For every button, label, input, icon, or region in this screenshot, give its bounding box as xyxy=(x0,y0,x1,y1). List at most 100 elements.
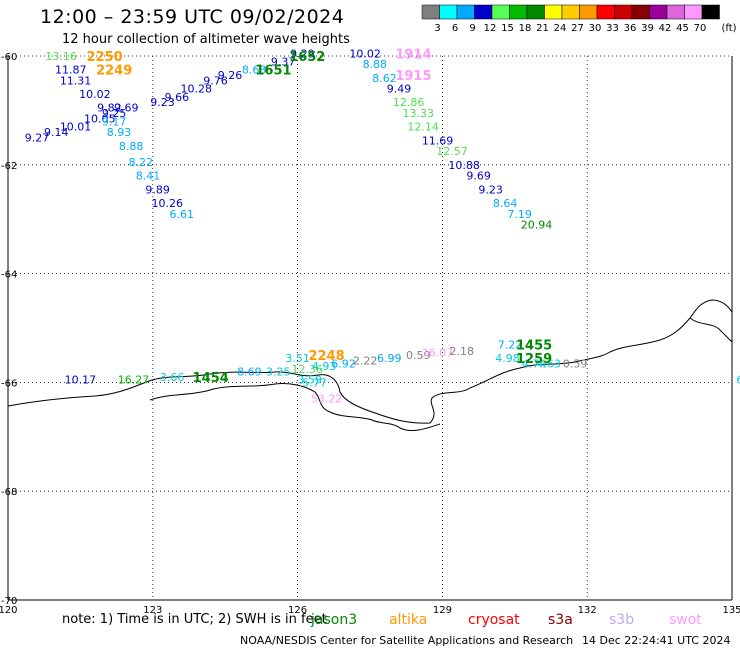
scale-swatch xyxy=(701,4,720,20)
coastline-inner xyxy=(149,383,441,431)
pass-time-label: 1454 xyxy=(193,371,229,386)
wave-height-label: 8.93 xyxy=(107,126,132,139)
scale-label: 33 xyxy=(606,23,619,34)
wave-height-label: 2.18 xyxy=(449,345,474,358)
legend-cryosat: cryosat xyxy=(468,612,520,628)
wave-height-label: 8.22 xyxy=(128,156,153,169)
scale-label: 3 xyxy=(434,23,440,34)
y-tick-label: -60 xyxy=(1,52,17,63)
pass-time-label: 2248 xyxy=(308,349,344,364)
timestamp-text: 14 Dec 22:24:41 UTC 2024 xyxy=(582,634,731,647)
wave-height-label: 9.89 xyxy=(145,183,170,196)
wave-height-label: 9.14 xyxy=(44,126,69,139)
note-text: note: 1) Time is in UTC; 2) SWH is in fe… xyxy=(62,612,327,627)
wave-height-label: 10.01 xyxy=(60,121,92,134)
wave-height-label: 8.69 xyxy=(237,366,262,379)
wave-height-label: 4.98 xyxy=(495,352,520,365)
wave-height-label: 10.28 xyxy=(180,83,212,96)
legend-s3b: s3b xyxy=(609,612,635,628)
y-tick-label: -64 xyxy=(1,270,17,281)
wave-height-label: 13.16 xyxy=(45,50,77,63)
scale-label: 39 xyxy=(641,23,654,34)
x-tick-label: 132 xyxy=(578,605,597,616)
wave-height-label: 12.57 xyxy=(436,145,468,158)
wave-height-label: 16.07 xyxy=(422,346,454,359)
wave-height-label: 6.92 xyxy=(331,357,356,370)
y-tick-label: -68 xyxy=(1,487,17,498)
scale-label: 9 xyxy=(469,23,475,34)
wave-height-label: 9.17 xyxy=(102,115,127,128)
wave-height-label: 3.25 xyxy=(266,366,291,379)
wave-height-label: 11.31 xyxy=(60,74,92,87)
coastline xyxy=(7,299,733,424)
wave-height-label: 9.76 xyxy=(203,74,228,87)
pass-time-label: 1259 xyxy=(516,352,552,367)
pass-time-label: 1651 xyxy=(255,64,291,79)
color-scale-legend: 3 6 9 12 15 18 21 24 27 30 33 36 39 42 45 70 (ft) xyxy=(421,4,737,34)
scale-label: 45 xyxy=(676,23,689,34)
wave-height-label: 2.22 xyxy=(353,355,378,368)
scale-label: 70 xyxy=(694,23,707,34)
wave-height-label: 10.88 xyxy=(448,159,480,172)
wave-height-label: 3.59 xyxy=(297,374,322,387)
scale-label: 30 xyxy=(589,23,602,34)
wave-height-label: 8.64 xyxy=(493,197,518,210)
wave-height-label: 16.27 xyxy=(118,374,150,387)
wave-height-label: 10.02 xyxy=(79,88,111,101)
wave-height-label: 11.69 xyxy=(422,134,454,147)
legend-s3a: s3a xyxy=(548,612,573,628)
wave-height-label: 9.26 xyxy=(218,69,243,82)
wave-height-label: 10.17 xyxy=(65,374,97,387)
scale-label: 15 xyxy=(501,23,514,34)
wave-height-label: 8.63 xyxy=(242,64,267,77)
scale-label: 24 xyxy=(554,23,567,34)
wave-height-label: 9.69 xyxy=(114,102,139,115)
wave-height-label: 9.69 xyxy=(466,170,491,183)
wave-height-label: 53.22 xyxy=(311,393,343,406)
wave-height-label: 10.02 xyxy=(349,47,381,60)
wave-height-label: 11.87 xyxy=(55,64,87,77)
scale-label: 27 xyxy=(571,23,584,34)
wave-height-label: 12.86 xyxy=(393,96,425,109)
x-tick-label: 135 xyxy=(722,605,740,616)
wave-height-label: 0.59 xyxy=(406,349,431,362)
wave-height-label: 6. xyxy=(736,374,740,387)
wave-height-label: 4.63 xyxy=(536,357,561,370)
x-tick-label: 123 xyxy=(143,605,162,616)
scale-label: 21 xyxy=(536,23,549,34)
wave-height-label: 20.94 xyxy=(521,219,553,232)
scale-label: 6 xyxy=(452,23,458,34)
pass-time-label: 1455 xyxy=(516,338,552,353)
wave-height-label: 6.99 xyxy=(377,352,402,365)
wave-height-label: 9.27 xyxy=(25,132,50,145)
chart-title: 12:00 – 23:59 UTC 09/02/2024 xyxy=(40,6,345,28)
wave-height-label: 3.51 xyxy=(285,352,310,365)
pass-time-label: 1652 xyxy=(289,50,325,65)
wave-height-label: 8.62 xyxy=(372,72,397,85)
wave-height-label: 5.77 xyxy=(302,376,327,389)
pass-time-label: 1915 xyxy=(395,69,431,84)
wave-height-label: 9.37 xyxy=(271,55,296,68)
wave-height-label: 8.41 xyxy=(136,170,161,183)
wave-height-label: 6.61 xyxy=(170,208,195,221)
wave-height-label: 4.93 xyxy=(312,360,337,373)
wave-height-label: 9.25 xyxy=(102,107,127,120)
wave-height-label: 7.22 xyxy=(498,338,523,351)
wave-height-label: 8.88 xyxy=(363,58,388,71)
wave-height-label: 12.36 xyxy=(292,363,324,376)
pass-time-label: 2249 xyxy=(96,64,132,79)
x-tick-label: 120 xyxy=(0,605,18,616)
wave-height-label: 0.59 xyxy=(563,357,588,370)
x-tick-label: 126 xyxy=(288,605,307,616)
scale-label: 42 xyxy=(659,23,672,34)
pass-time-label: 1914 xyxy=(395,47,431,62)
scale-label: 36 xyxy=(624,23,637,34)
wave-height-label: 10.05 xyxy=(84,113,116,126)
wave-height-label: 12.14 xyxy=(407,121,439,134)
wave-height-label: 9.66 xyxy=(165,91,190,104)
wave-height-label: 9.29 xyxy=(290,47,315,60)
chart-subtitle: 12 hour collection of altimeter wave hei… xyxy=(62,32,350,47)
legend-swot: swot xyxy=(669,612,702,628)
wave-height-label: 9.23 xyxy=(150,96,175,109)
